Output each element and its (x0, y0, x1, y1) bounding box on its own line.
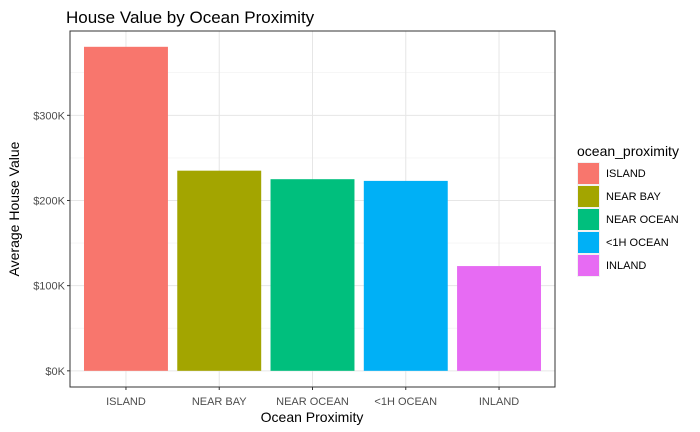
legend-swatch (578, 232, 599, 253)
bar (363, 180, 448, 371)
x-tick-label: NEAR BAY (192, 396, 247, 408)
y-tick-label: $200K (33, 195, 65, 207)
x-axis-title: Ocean Proximity (261, 409, 364, 425)
plot-panel: $0K $100K $200K $300K ISLAND NEAR BAY NEAR OCE… (33, 30, 556, 408)
bar (270, 179, 355, 371)
y-tick-label: $300K (33, 110, 65, 122)
legend-title: ocean_proximity (577, 143, 679, 159)
y-axis-title: Average House Value (6, 141, 22, 276)
legend-swatch (578, 163, 599, 184)
x-tick-label: <1H OCEAN (374, 396, 437, 408)
bar (83, 46, 168, 371)
x-tick-label: INLAND (479, 396, 519, 408)
bar (177, 170, 262, 371)
legend-label: <1H OCEAN (606, 237, 669, 249)
plot-border (69, 30, 556, 388)
legend-swatch (578, 209, 599, 230)
chart-title: House Value by Ocean Proximity (66, 8, 315, 27)
legend-swatch (578, 186, 599, 207)
legend: ocean_proximity ISLAND NEAR BAY NEAR OCEAN… (577, 143, 679, 277)
bar (457, 266, 542, 371)
legend-swatch (578, 255, 599, 276)
x-tick-label: ISLAND (106, 396, 146, 408)
y-tick-label: $0K (45, 366, 65, 378)
legend-label: NEAR OCEAN (606, 214, 679, 226)
y-tick-label: $100K (33, 281, 65, 293)
legend-label: INLAND (606, 260, 646, 272)
legend-label: ISLAND (606, 168, 646, 180)
legend-label: NEAR BAY (606, 191, 661, 203)
x-tick-label: NEAR OCEAN (276, 396, 349, 408)
